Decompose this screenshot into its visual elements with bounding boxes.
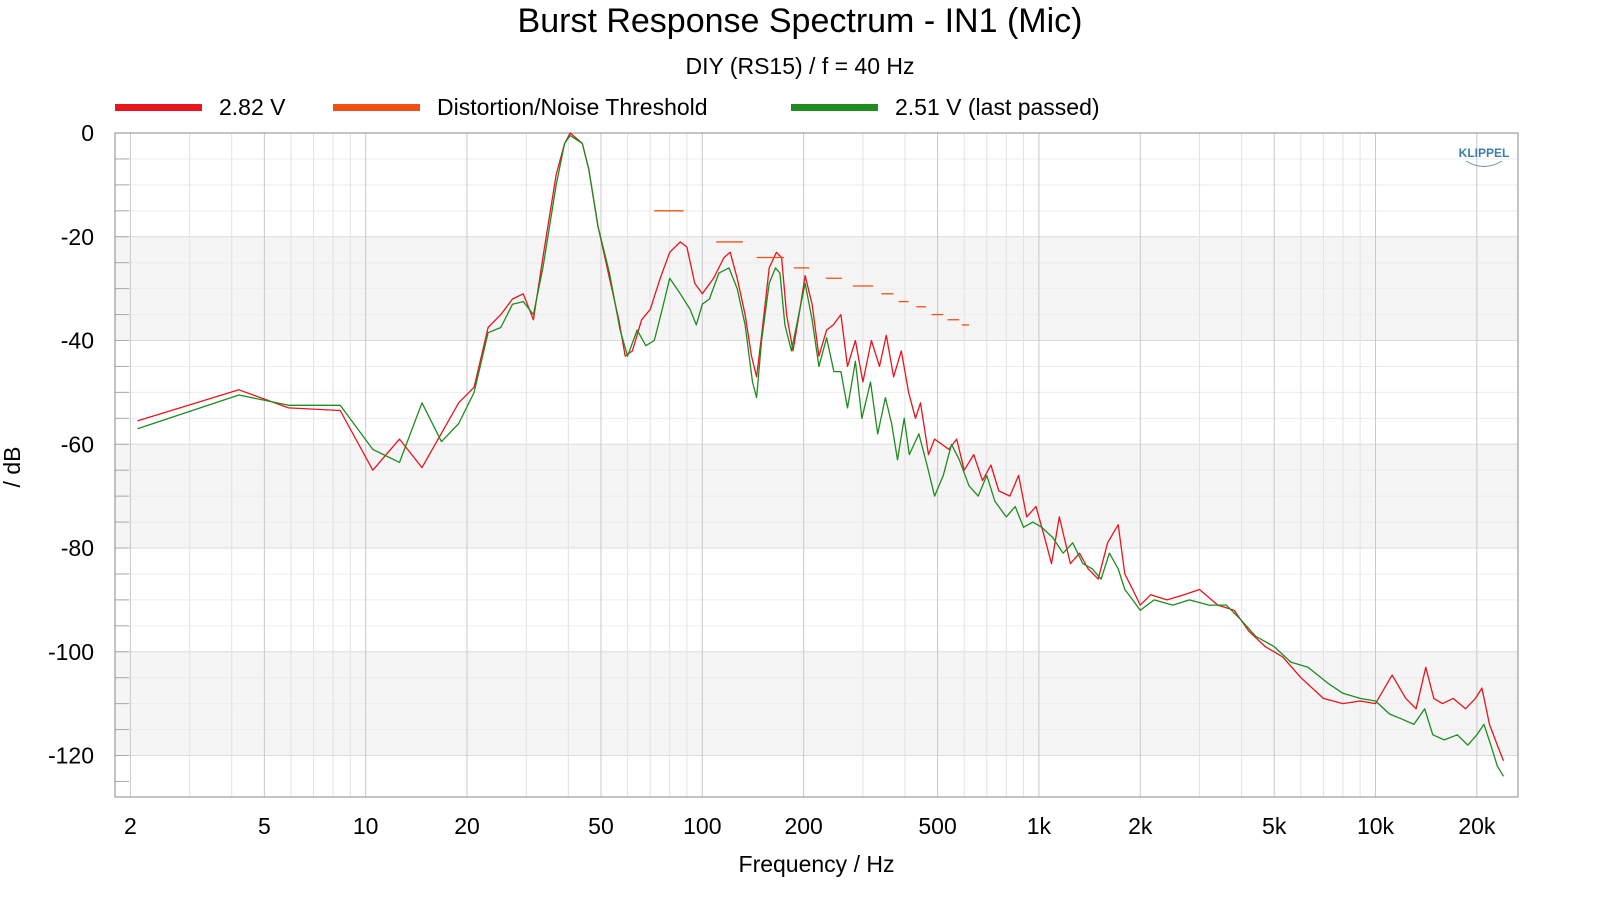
x-tick-label: 50 <box>588 813 614 839</box>
y-tick-label: -120 <box>48 743 94 769</box>
y-tick-label: -20 <box>61 224 94 250</box>
y-tick-label: -40 <box>61 328 94 354</box>
x-tick-label: 500 <box>918 813 956 839</box>
y-tick-label: 0 <box>81 120 94 146</box>
x-tick-label: 20k <box>1458 813 1496 839</box>
tick-labels: 2 5 10 20 50 100 200 500 1k 2k 5k 10k 20k 0 -20 -40 -60 -… <box>48 120 1496 839</box>
x-tick-label: 5 <box>258 813 271 839</box>
y-tick-label: -100 <box>48 639 94 665</box>
legend: 2.82 V Distortion/Noise Threshold 2.51 V (… <box>115 94 1100 120</box>
plot-series <box>137 132 1505 777</box>
legend-swatch <box>791 104 878 111</box>
klippel-logo: KLIPPEL <box>1459 146 1510 167</box>
chart-subtitle: DIY (RS15) / f = 40 Hz <box>685 53 915 79</box>
x-tick-label: 1k <box>1027 813 1052 839</box>
x-tick-label: 10 <box>353 813 379 839</box>
x-tick-label: 2 <box>124 813 137 839</box>
plot-grid <box>115 132 1518 797</box>
legend-swatch <box>333 104 420 111</box>
y-axis-label: / dB <box>0 447 25 488</box>
x-tick-label: 10k <box>1357 813 1395 839</box>
x-tick-label: 20 <box>454 813 480 839</box>
klippel-logo-text: KLIPPEL <box>1459 146 1510 160</box>
legend-label: 2.51 V (last passed) <box>895 94 1100 120</box>
x-tick-label: 5k <box>1262 813 1287 839</box>
plot-frame <box>114 132 1519 798</box>
y-tick-label: -60 <box>61 431 94 457</box>
legend-swatch <box>115 104 202 111</box>
x-tick-label: 100 <box>683 813 721 839</box>
y-tick-label: -80 <box>61 535 94 561</box>
x-axis-label: Frequency / Hz <box>739 851 895 877</box>
series-line <box>137 134 1505 777</box>
x-tick-label: 2k <box>1128 813 1153 839</box>
chart-title: Burst Response Spectrum - IN1 (Mic) <box>517 2 1083 40</box>
legend-label: Distortion/Noise Threshold <box>437 94 708 120</box>
klippel-logo-arc <box>1465 160 1503 167</box>
x-tick-label: 200 <box>784 813 822 839</box>
legend-label: 2.82 V <box>219 94 286 120</box>
